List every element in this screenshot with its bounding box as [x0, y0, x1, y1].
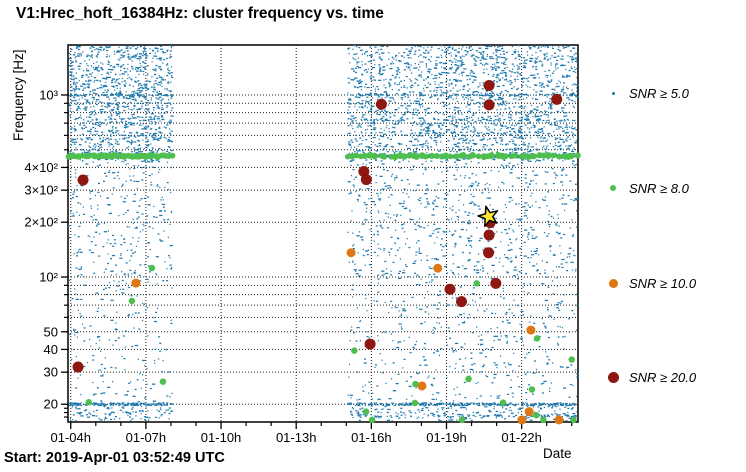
- band-line-462hz: [65, 151, 581, 161]
- markers-snr20: [72, 80, 563, 373]
- markers-snr10: [131, 248, 564, 425]
- start-timestamp: Start: 2019-Apr-01 03:52:49 UTC: [4, 450, 225, 466]
- chart-title: V1:Hrec_hoft_16384Hz: cluster frequency …: [16, 5, 384, 22]
- y-tick-label: 10²: [39, 269, 58, 284]
- star-marker-icon: [477, 205, 499, 228]
- y-tick-label: 2×10²: [24, 215, 58, 230]
- x-tick-label: 01-07h: [126, 430, 166, 445]
- plot-frame: [67, 44, 579, 423]
- x-tick-label: 01-16h: [351, 430, 391, 445]
- x-tick-label: 01-04h: [51, 430, 91, 445]
- gridlines: [68, 45, 578, 422]
- x-tick-label: 01-19h: [426, 430, 466, 445]
- axis-ticks: [61, 94, 573, 429]
- axis-tick-labels: 01-04h 01-07h 01-10h 01-13h 01-16h 01-19h 01-2…: [24, 87, 542, 445]
- x-tick-label: 01-13h: [276, 430, 316, 445]
- x-tick-label: 01-10h: [201, 430, 241, 445]
- x-axis-title: Date: [543, 446, 572, 461]
- y-tick-label: 3×10²: [24, 183, 58, 198]
- y-tick-label: 4×10²: [24, 160, 58, 175]
- y-tick-label: 30: [44, 365, 58, 380]
- y-tick-label: 50: [44, 324, 58, 339]
- markers-snr8: [85, 264, 577, 424]
- x-tick-label: 01-22h: [501, 430, 541, 445]
- y-tick-label: 40: [44, 342, 58, 357]
- y-tick-label: 10³: [39, 87, 58, 102]
- y-tick-label: 20: [44, 397, 58, 412]
- scatter-snr5: [67, 44, 579, 422]
